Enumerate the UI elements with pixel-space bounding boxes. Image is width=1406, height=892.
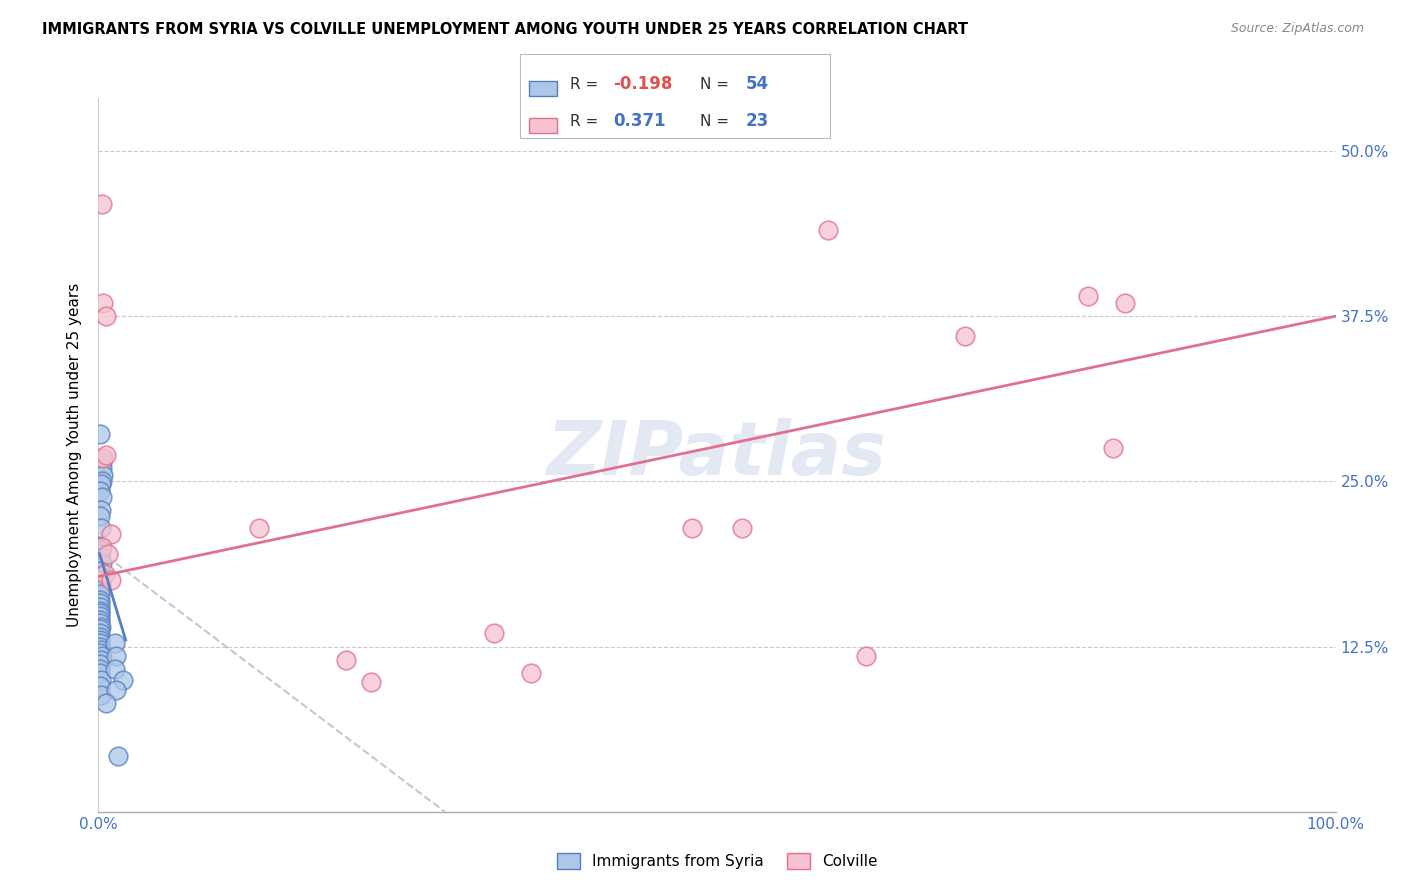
- Point: [89, 646, 111, 660]
- Point: [89, 426, 111, 441]
- Point: [89, 613, 111, 627]
- Legend: Immigrants from Syria, Colville: Immigrants from Syria, Colville: [551, 847, 883, 875]
- Point: [104, 683, 127, 698]
- Point: [90, 643, 112, 657]
- Point: [89, 574, 111, 588]
- Point: [89, 640, 111, 654]
- Point: [97, 547, 120, 561]
- Point: [89, 623, 111, 637]
- Point: [90, 577, 112, 591]
- Point: [89, 609, 111, 624]
- Text: 23: 23: [747, 112, 769, 130]
- Point: [90, 477, 112, 491]
- Point: [1077, 289, 1099, 303]
- Point: [90, 520, 112, 534]
- Point: [94, 697, 117, 711]
- Point: [89, 604, 111, 618]
- Point: [817, 223, 839, 237]
- Point: [89, 547, 111, 561]
- Point: [112, 673, 135, 687]
- Point: [103, 662, 125, 676]
- Point: [484, 626, 506, 640]
- Point: [89, 569, 111, 583]
- Point: [731, 520, 754, 534]
- Point: [953, 329, 976, 343]
- Point: [89, 596, 111, 610]
- Text: 0.371: 0.371: [613, 112, 665, 130]
- Text: R =: R =: [569, 114, 607, 128]
- Point: [89, 483, 111, 498]
- Text: N =: N =: [700, 114, 734, 128]
- Point: [247, 520, 270, 534]
- Text: ZIPatlas: ZIPatlas: [547, 418, 887, 491]
- Point: [90, 689, 112, 703]
- Point: [91, 461, 114, 475]
- Point: [100, 527, 122, 541]
- Point: [91, 541, 114, 555]
- Point: [91, 454, 114, 468]
- Text: -0.198: -0.198: [613, 75, 672, 93]
- Point: [107, 749, 129, 764]
- Text: Source: ZipAtlas.com: Source: ZipAtlas.com: [1230, 22, 1364, 36]
- Point: [91, 648, 114, 663]
- FancyBboxPatch shape: [530, 118, 557, 133]
- Point: [90, 543, 112, 558]
- Point: [93, 450, 115, 465]
- Point: [681, 520, 703, 534]
- FancyBboxPatch shape: [530, 80, 557, 96]
- Point: [90, 503, 112, 517]
- Point: [89, 657, 111, 671]
- Text: N =: N =: [700, 77, 734, 92]
- Point: [91, 490, 114, 504]
- Point: [90, 653, 112, 667]
- Point: [855, 648, 877, 663]
- Point: [89, 630, 111, 644]
- Point: [93, 467, 115, 482]
- Point: [89, 679, 111, 693]
- Point: [89, 599, 111, 614]
- Point: [89, 582, 111, 597]
- Point: [89, 607, 111, 621]
- Point: [91, 475, 114, 489]
- Text: 54: 54: [747, 75, 769, 93]
- Point: [89, 632, 111, 647]
- Point: [89, 541, 111, 555]
- Point: [89, 635, 111, 649]
- Point: [93, 296, 115, 310]
- Text: R =: R =: [569, 77, 603, 92]
- Point: [89, 626, 111, 640]
- Point: [91, 556, 114, 570]
- Point: [90, 620, 112, 634]
- Point: [89, 564, 111, 578]
- Point: [1102, 442, 1125, 456]
- Point: [91, 197, 114, 211]
- Point: [89, 508, 111, 523]
- Point: [89, 662, 111, 676]
- Point: [89, 551, 111, 566]
- Y-axis label: Unemployment Among Youth under 25 years: Unemployment Among Youth under 25 years: [67, 283, 83, 627]
- Text: IMMIGRANTS FROM SYRIA VS COLVILLE UNEMPLOYMENT AMONG YOUTH UNDER 25 YEARS CORREL: IMMIGRANTS FROM SYRIA VS COLVILLE UNEMPL…: [42, 22, 969, 37]
- Point: [90, 673, 112, 687]
- Point: [93, 566, 115, 581]
- Point: [103, 635, 125, 649]
- Point: [1114, 296, 1136, 310]
- Point: [89, 615, 111, 630]
- Point: [335, 653, 357, 667]
- Point: [89, 665, 111, 680]
- Point: [94, 448, 117, 462]
- Point: [104, 648, 127, 663]
- Point: [100, 574, 122, 588]
- Point: [94, 309, 117, 323]
- Point: [89, 593, 111, 607]
- Point: [89, 587, 111, 601]
- Point: [360, 675, 382, 690]
- Point: [520, 665, 543, 680]
